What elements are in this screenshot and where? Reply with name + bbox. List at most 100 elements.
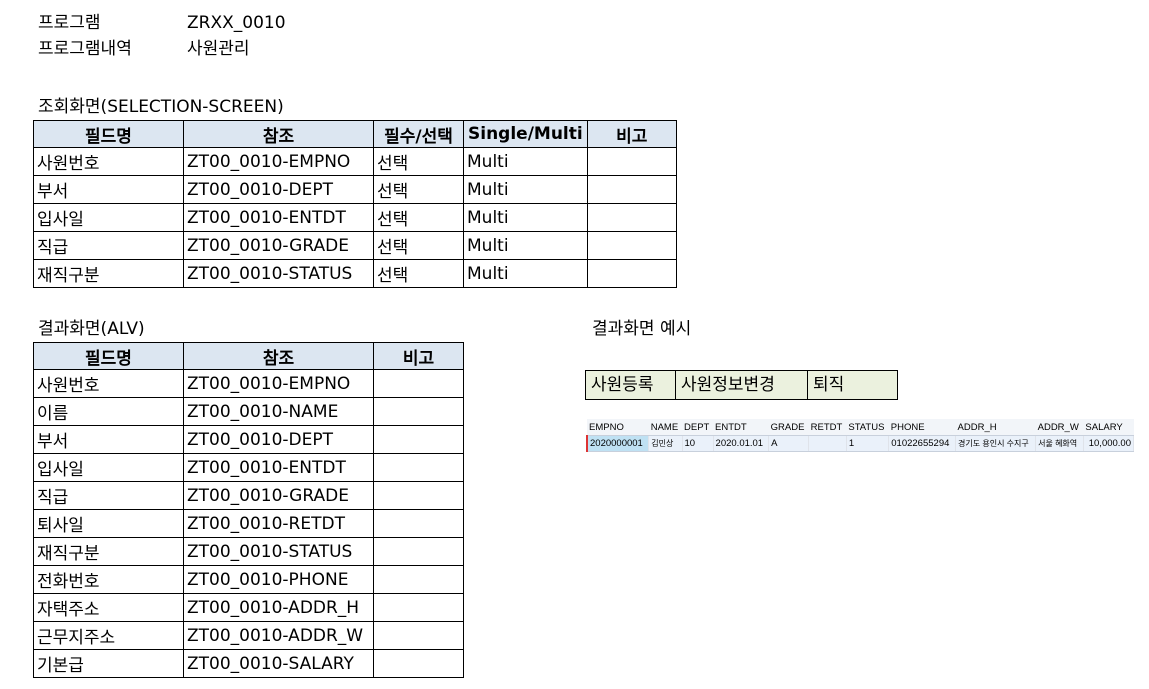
alv-column-header[interactable]: ADDR_W: [1035, 419, 1084, 436]
table-cell: [586, 175, 677, 204]
table-cell: [373, 593, 464, 622]
table-cell: Multi: [463, 175, 588, 204]
alv-cell[interactable]: 1: [846, 435, 890, 452]
table-cell: ZT00_0010-NAME: [183, 397, 374, 426]
result-title: 결과화면(ALV): [38, 319, 145, 339]
table-cell: 입사일: [33, 453, 184, 482]
table-cell: 입사일: [33, 203, 184, 232]
table-cell: ZT00_0010-ADDR_W: [183, 621, 374, 650]
table-cell: 선택: [373, 259, 464, 288]
column-header: 비고: [373, 342, 464, 370]
table-cell: 사원번호: [33, 147, 184, 176]
table-cell: [586, 203, 677, 232]
result-table: 필드명 참조 비고 사원번호 ZT00_0010-EMPNO 이름 ZT00_0010-N…: [33, 342, 464, 678]
table-cell: 이름: [33, 397, 184, 426]
table-cell: ZT00_0010-DEPT: [183, 425, 374, 454]
table-cell: [373, 453, 464, 482]
table-row: 전화번호 ZT00_0010-PHONE: [33, 565, 464, 594]
table-row: 직급 ZT00_0010-GRADE 선택 Multi: [33, 231, 677, 260]
table-cell: Multi: [463, 231, 588, 260]
table-row: 퇴사일 ZT00_0010-RETDT: [33, 509, 464, 538]
table-cell: ZT00_0010-EMPNO: [183, 147, 374, 176]
table-row: 직급 ZT00_0010-GRADE: [33, 481, 464, 510]
table-row: 근무지주소 ZT00_0010-ADDR_W: [33, 621, 464, 650]
table-cell: [586, 231, 677, 260]
table-cell: 직급: [33, 231, 184, 260]
table-row: 재직구분 ZT00_0010-STATUS: [33, 537, 464, 566]
table-cell: Multi: [463, 147, 588, 176]
program-desc-label: 프로그램내역: [38, 39, 132, 59]
alv-cell[interactable]: 김민상: [648, 435, 683, 452]
table-cell: [586, 147, 677, 176]
alv-column-header[interactable]: DEPT: [682, 419, 714, 436]
table-cell: [373, 649, 464, 678]
selection-title: 조회화면(SELECTION-SCREEN): [38, 97, 284, 117]
table-cell: 자택주소: [33, 593, 184, 622]
table-cell: [373, 621, 464, 650]
edit-employee-button[interactable]: 사원정보변경: [676, 371, 808, 399]
table-cell: [373, 397, 464, 426]
alv-column-header[interactable]: PHONE: [888, 419, 956, 436]
table-cell: ZT00_0010-PHONE: [183, 565, 374, 594]
table-cell: 재직구분: [33, 259, 184, 288]
alv-column-header[interactable]: SALARY: [1083, 419, 1134, 436]
alv-column-header[interactable]: ADDR_H: [955, 419, 1036, 436]
alv-cell[interactable]: 경기도 용인시 수지구: [955, 435, 1037, 452]
table-cell: ZT00_0010-GRADE: [183, 481, 374, 510]
table-cell: ZT00_0010-ENTDT: [183, 203, 374, 232]
toolbar: 사원등록 사원정보변경 퇴직: [585, 370, 898, 400]
table-cell: [586, 259, 677, 288]
table-cell: ZT00_0010-STATUS: [183, 259, 374, 288]
column-header: 참조: [183, 120, 374, 148]
alv-cell[interactable]: 01022655294: [888, 435, 957, 452]
table-cell: 선택: [373, 231, 464, 260]
table-cell: ZT00_0010-GRADE: [183, 231, 374, 260]
table-cell: ZT00_0010-SALARY: [183, 649, 374, 678]
alv-column-header[interactable]: NAME: [648, 419, 682, 436]
table-cell: [373, 425, 464, 454]
column-header: 참조: [183, 342, 374, 370]
table-cell: [373, 537, 464, 566]
alv-cell[interactable]: A: [768, 435, 810, 452]
table-cell: ZT00_0010-ENTDT: [183, 453, 374, 482]
table-row: 기본급 ZT00_0010-SALARY: [33, 649, 464, 678]
table-row: 재직구분 ZT00_0010-STATUS 선택 Multi: [33, 259, 677, 288]
program-value: ZRXX_0010: [187, 13, 286, 33]
alv-cell[interactable]: 서울 혜화역: [1035, 435, 1084, 452]
alv-cell[interactable]: [808, 435, 847, 452]
table-cell: Multi: [463, 203, 588, 232]
table-row: 부서 ZT00_0010-DEPT 선택 Multi: [33, 175, 677, 204]
column-header: 필드명: [33, 120, 184, 148]
program-desc-value: 사원관리: [187, 39, 250, 59]
alv-row[interactable]: 2020000001 김민상 10 2020.01.01 A 1 01022655294 경기…: [586, 435, 1135, 452]
alv-grid: EMPNO NAME DEPT ENTDT GRADE RETDT STATUS PHONE A…: [586, 419, 1135, 452]
table-cell: [373, 369, 464, 398]
table-cell: [373, 481, 464, 510]
alv-cell[interactable]: 10,000.00: [1083, 435, 1135, 452]
alv-column-header[interactable]: ENTDT: [713, 419, 769, 436]
alv-column-header[interactable]: STATUS: [846, 419, 889, 436]
alv-cell[interactable]: 2020000001: [586, 435, 650, 452]
alv-column-header[interactable]: GRADE: [768, 419, 809, 436]
retire-button[interactable]: 퇴직: [808, 371, 897, 399]
register-employee-button[interactable]: 사원등록: [586, 371, 676, 399]
alv-cell[interactable]: 10: [682, 435, 714, 452]
alv-column-header[interactable]: EMPNO: [587, 419, 649, 436]
column-header: Single/Multi: [463, 120, 588, 148]
alv-cell[interactable]: 2020.01.01: [713, 435, 770, 452]
table-row: 자택주소 ZT00_0010-ADDR_H: [33, 593, 464, 622]
example-title: 결과화면 예시: [592, 319, 692, 339]
column-header: 비고: [586, 120, 677, 148]
table-cell: 직급: [33, 481, 184, 510]
table-cell: ZT00_0010-EMPNO: [183, 369, 374, 398]
alv-column-header[interactable]: RETDT: [808, 419, 847, 436]
table-cell: Multi: [463, 259, 588, 288]
table-cell: 사원번호: [33, 369, 184, 398]
table-cell: 재직구분: [33, 537, 184, 566]
table-cell: 선택: [373, 175, 464, 204]
table-row: 사원번호 ZT00_0010-EMPNO: [33, 369, 464, 398]
table-cell: ZT00_0010-ADDR_H: [183, 593, 374, 622]
table-cell: 선택: [373, 147, 464, 176]
table-cell: [373, 565, 464, 594]
table-row: 부서 ZT00_0010-DEPT: [33, 425, 464, 454]
